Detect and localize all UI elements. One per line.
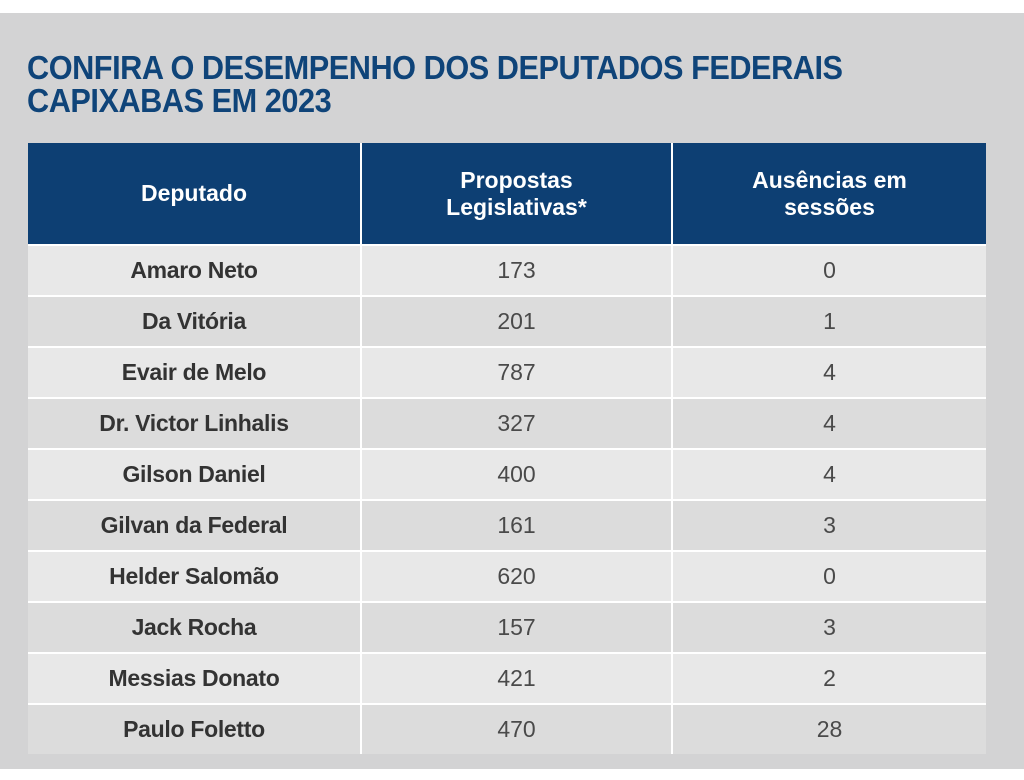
page-title: CONFIRA O DESEMPENHO DOS DEPUTADOS FEDER…: [27, 51, 920, 117]
ausencias-value: 4: [673, 397, 986, 448]
deputado-name: Evair de Melo: [28, 346, 362, 397]
ausencias-value: 0: [673, 244, 986, 295]
table-row: Paulo Foletto 470 28: [28, 703, 986, 754]
ausencias-value: 3: [673, 499, 986, 550]
table-row: Jack Rocha 157 3: [28, 601, 986, 652]
deputado-name: Jack Rocha: [28, 601, 362, 652]
ausencias-value: 0: [673, 550, 986, 601]
propostas-value: 400: [362, 448, 673, 499]
propostas-value: 173: [362, 244, 673, 295]
ausencias-value: 4: [673, 448, 986, 499]
deputado-name: Gilson Daniel: [28, 448, 362, 499]
deputado-name: Da Vitória: [28, 295, 362, 346]
table-row: Gilvan da Federal 161 3: [28, 499, 986, 550]
propostas-value: 787: [362, 346, 673, 397]
table-row: Messias Donato 421 2: [28, 652, 986, 703]
header-propostas-line-1: Propostas: [460, 166, 573, 193]
deputado-name: Messias Donato: [28, 652, 362, 703]
deputado-name: Helder Salomão: [28, 550, 362, 601]
table-row: Gilson Daniel 400 4: [28, 448, 986, 499]
ausencias-value: 28: [673, 703, 986, 754]
title-line-2: CAPIXABAS EM 2023: [27, 82, 332, 119]
ausencias-value: 4: [673, 346, 986, 397]
propostas-value: 470: [362, 703, 673, 754]
propostas-value: 421: [362, 652, 673, 703]
header-deputado: Deputado: [28, 143, 362, 244]
propostas-value: 201: [362, 295, 673, 346]
deputado-name: Gilvan da Federal: [28, 499, 362, 550]
ausencias-value: 3: [673, 601, 986, 652]
propostas-value: 161: [362, 499, 673, 550]
header-propostas: Propostas Legislativas*: [362, 143, 673, 244]
header-propostas-line-2: Legislativas*: [446, 193, 587, 220]
table-row: Helder Salomão 620 0: [28, 550, 986, 601]
propostas-value: 327: [362, 397, 673, 448]
performance-table: Deputado Propostas Legislativas* Ausênci…: [28, 143, 986, 754]
propostas-value: 157: [362, 601, 673, 652]
title-line-1: CONFIRA O DESEMPENHO DOS DEPUTADOS FEDER…: [27, 49, 843, 86]
ausencias-value: 1: [673, 295, 986, 346]
propostas-value: 620: [362, 550, 673, 601]
header-ausencias-line-2: sessões: [784, 193, 875, 220]
deputado-name: Paulo Foletto: [28, 703, 362, 754]
header-ausencias: Ausências em sessões: [673, 143, 986, 244]
deputado-name: Amaro Neto: [28, 244, 362, 295]
table-row: Dr. Victor Linhalis 327 4: [28, 397, 986, 448]
header-ausencias-line-1: Ausências em: [752, 166, 907, 193]
table-row: Evair de Melo 787 4: [28, 346, 986, 397]
table-row: Amaro Neto 173 0: [28, 244, 986, 295]
infographic-panel: CONFIRA O DESEMPENHO DOS DEPUTADOS FEDER…: [0, 13, 1024, 769]
table-row: Da Vitória 201 1: [28, 295, 986, 346]
table-header-row: Deputado Propostas Legislativas* Ausênci…: [28, 143, 986, 244]
deputado-name: Dr. Victor Linhalis: [28, 397, 362, 448]
ausencias-value: 2: [673, 652, 986, 703]
